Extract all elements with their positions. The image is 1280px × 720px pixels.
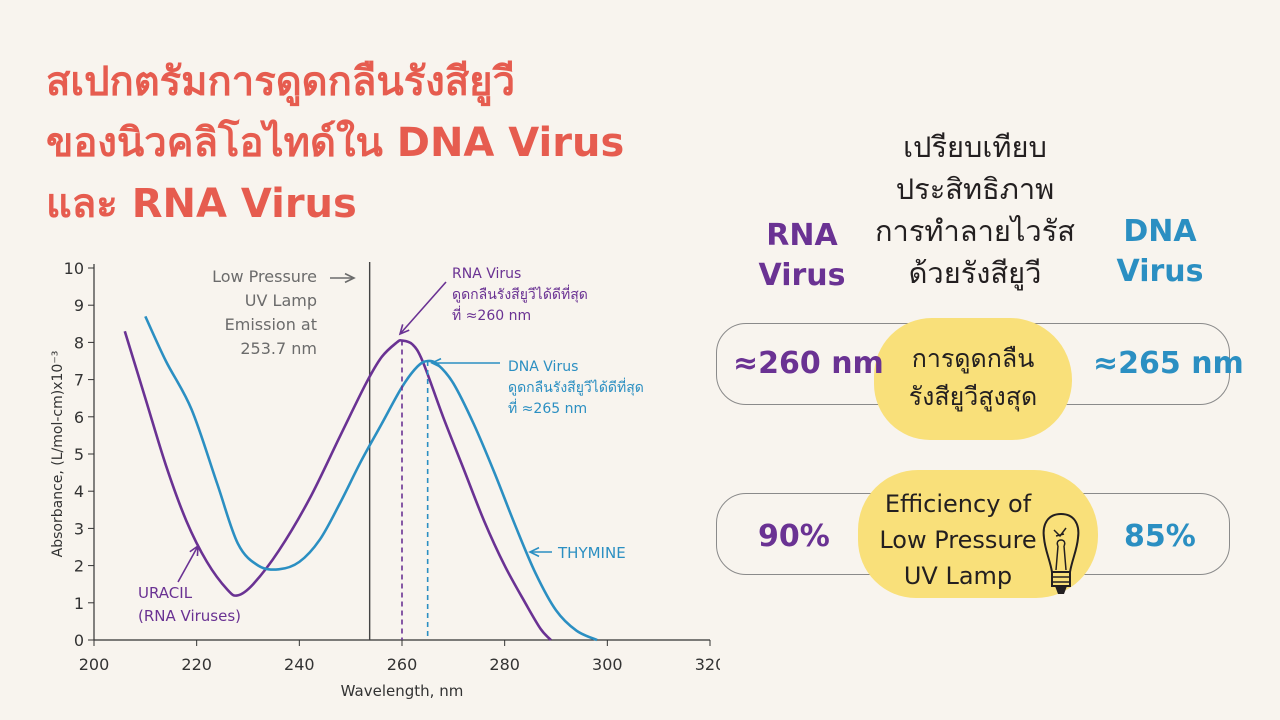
reference-label: Low Pressure <box>212 267 317 286</box>
efficiency-line: UV Lamp <box>903 562 1013 590</box>
dna-peak-label: DNA Virus <box>508 359 578 375</box>
comparison-title-line: ด้วยรังสียูวี <box>908 256 1042 290</box>
highlight-blob <box>874 318 1072 440</box>
page-title: สเปกตรัมการดูดกลืนรังสียูวี ของนิวคลิโอไ… <box>46 52 706 235</box>
series-line <box>123 330 552 641</box>
y-tick-label: 4 <box>74 482 84 501</box>
uracil-arrow-head <box>189 544 199 557</box>
comparison-title-line: ประสิทธิภาพ <box>895 172 1055 206</box>
rna-virus-label: RNA Virus <box>758 218 846 293</box>
uracil-label: (RNA Viruses) <box>138 607 241 625</box>
rna-peak-label: RNA Virus <box>452 266 521 282</box>
thymine-label: THYMINE <box>557 544 626 562</box>
x-tick-label: 300 <box>592 655 623 674</box>
x-tick-label: 200 <box>79 655 110 674</box>
light-bulb-icon <box>1042 512 1080 594</box>
peak-absorption-line: รังสียูวีสูงสุด <box>908 382 1038 411</box>
series-line <box>144 315 598 642</box>
dna-peak-arrow-head <box>430 357 442 369</box>
x-tick-label: 220 <box>181 655 212 674</box>
uracil-arrow <box>177 545 199 583</box>
x-tick-label: 260 <box>387 655 418 674</box>
absorption-spectrum-chart: 0 1 2 3 4 5 6 7 8 9 10 200 220 240 260 280 300 320 Wavelen… <box>50 259 720 700</box>
y-tick-label: 5 <box>74 445 84 464</box>
y-axis-label: Absorbance, (L/mol-cm)x10⁻³ <box>50 351 66 558</box>
y-tick-label: 6 <box>74 408 84 427</box>
y-tick-label: 9 <box>74 296 84 315</box>
comparison-title-line: เปรียบเทียบ <box>903 130 1047 164</box>
rna-efficiency-value: 90% <box>758 519 830 554</box>
x-tick-label: 240 <box>284 655 315 674</box>
efficiency-line: Efficiency of <box>884 490 1032 518</box>
rna-peak-arrow <box>399 281 447 335</box>
title-line: ของนิวคลิโอไทด์ใน DNA Virus <box>46 120 625 166</box>
y-tick-label: 3 <box>74 519 84 538</box>
y-tick-label: 2 <box>74 557 84 576</box>
efficiency-line: Low Pressure <box>879 526 1037 554</box>
uracil-label: URACIL <box>138 584 193 602</box>
comparison-title: เปรียบเทียบ ประสิทธิภาพ การทำลายไวรัส ด้… <box>850 126 1100 294</box>
y-tick-label: 10 <box>64 259 84 278</box>
y-tick-label: 0 <box>74 631 84 650</box>
dna-efficiency-value: 85% <box>1124 519 1196 554</box>
y-tick-label: 7 <box>74 371 84 390</box>
efficiency-label: Efficiency of Low Pressure UV Lamp <box>858 486 1058 594</box>
peak-absorption-line: การดูดกลืน <box>911 344 1035 373</box>
reference-label: 253.7 nm <box>240 339 317 358</box>
dna-virus-label: DNA Virus <box>1116 214 1204 289</box>
thymine-arrow-head <box>528 546 540 558</box>
peak-absorption-label: การดูดกลืน รังสียูวีสูงสุด <box>874 340 1072 416</box>
reference-label: Emission at <box>225 315 317 334</box>
reference-label: UV Lamp <box>245 291 317 310</box>
y-tick-label: 1 <box>74 594 84 613</box>
title-line: และ RNA Virus <box>46 181 357 227</box>
comparison-title-line: การทำลายไวรัส <box>874 214 1075 248</box>
title-line: สเปกตรัมการดูดกลืนรังสียูวี <box>46 59 516 105</box>
y-tick-label: 8 <box>74 333 84 352</box>
reference-arrow-head <box>344 272 356 284</box>
rna-peak-value: ≈260 nm <box>733 346 884 381</box>
x-tick-label: 280 <box>489 655 520 674</box>
rna-peak-label: ดูดกลืนรังสียูวีได้ดีที่สุด <box>452 285 588 303</box>
rna-peak-label: ที่ ≈260 nm <box>452 306 531 324</box>
x-tick-label: 320 <box>695 655 720 674</box>
dna-peak-label: ดูดกลืนรังสียูวีได้ดีที่สุด <box>508 378 644 396</box>
dna-peak-label: ที่ ≈265 nm <box>508 399 587 417</box>
dna-peak-value: ≈265 nm <box>1093 346 1244 381</box>
x-axis-label: Wavelength, nm <box>341 682 464 700</box>
rna-peak-arrow-head <box>398 324 410 336</box>
